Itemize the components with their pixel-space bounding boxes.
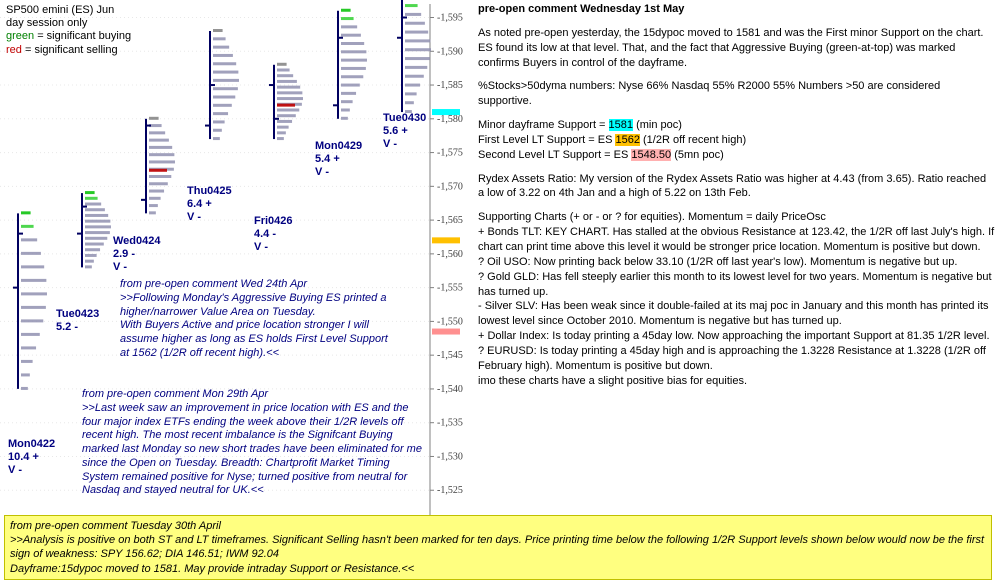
first-level-support: First Level LT Support = ES 1562 (1/2R o… xyxy=(478,133,995,148)
chart-legend: SP500 emini (ES) Jun day session only gr… xyxy=(6,4,131,57)
bar-label: Mon042210.4 +V - xyxy=(8,438,55,478)
svg-text:-1,555: -1,555 xyxy=(437,283,463,294)
supporting-header: Supporting Charts (+ or - or ? for equit… xyxy=(478,210,995,225)
yellow-header: from pre-open comment Tuesday 30th April xyxy=(10,519,986,533)
svg-text:-1,585: -1,585 xyxy=(437,80,463,91)
svg-text:-1,525: -1,525 xyxy=(437,485,463,496)
commentary-panel: pre-open comment Wednesday 1st May As no… xyxy=(478,2,995,397)
svg-text:-1,570: -1,570 xyxy=(437,181,463,192)
second-level-support: Second Level LT Support = ES 1548.50 (5m… xyxy=(478,148,995,163)
annotation-header: from pre-open comment Mon 29th Apr xyxy=(82,388,427,402)
svg-text:-1,595: -1,595 xyxy=(437,13,463,24)
yellow-body: >>Analysis is positive on both ST and LT… xyxy=(10,533,986,576)
legend-line3: green = significant buying xyxy=(6,30,131,43)
dollar-index: + Dollar Index: Is today printing a 45da… xyxy=(478,329,995,344)
bar-label: Thu04256.4 +V - xyxy=(187,185,232,225)
summary: imo these charts have a slight positive … xyxy=(478,374,995,389)
annotation-body: >>Following Monday's Aggressive Buying E… xyxy=(120,292,400,361)
svg-text:-1,530: -1,530 xyxy=(437,451,463,462)
supporting-charts: Supporting Charts (+ or - or ? for equit… xyxy=(478,210,995,388)
svg-text:-1,545: -1,545 xyxy=(437,350,463,361)
gold-gld: ? Gold GLD: Has fell steeply earlier thi… xyxy=(478,270,995,300)
bonds-tlt: + Bonds TLT: KEY CHART. Has stalled at t… xyxy=(478,225,995,255)
commentary-title: pre-open comment Wednesday 1st May xyxy=(478,2,995,17)
commentary-p1: As noted pre-open yesterday, the 15dypoc… xyxy=(478,26,995,71)
bar-label: Wed04242.9 -V - xyxy=(113,235,161,275)
previous-comment-box: from pre-open comment Tuesday 30th April… xyxy=(4,515,992,580)
svg-text:-1,540: -1,540 xyxy=(437,384,463,395)
minor-support: Minor dayframe Support = 1581 (min poc) xyxy=(478,118,995,133)
svg-text:-1,590: -1,590 xyxy=(437,46,463,57)
chart-area: -1,525 -1,530 -1,535 -1,540 -1,545 -1,550 -1,5… xyxy=(0,0,475,530)
eurusd: ? EURUSD: Is today printing a 45day high… xyxy=(478,344,995,374)
svg-text:-1,575: -1,575 xyxy=(437,148,463,159)
rydex-ratio: Rydex Assets Ratio: My version of the Ry… xyxy=(478,172,995,202)
svg-text:-1,560: -1,560 xyxy=(437,249,463,260)
oil-uso: ? Oil USO: Now printing back below 33.10… xyxy=(478,255,995,270)
annotation-body: >>Last week saw an improvement in price … xyxy=(82,402,427,498)
svg-text:-1,535: -1,535 xyxy=(437,418,463,429)
chart-annotation-apr24: from pre-open comment Wed 24th Apr >>Fol… xyxy=(120,278,400,361)
annotation-header: from pre-open comment Wed 24th Apr xyxy=(120,278,400,292)
support-levels: Minor dayframe Support = 1581 (min poc) … xyxy=(478,118,995,163)
silver-slv: - Silver SLV: Has been weak since it dou… xyxy=(478,299,995,329)
svg-text:-1,550: -1,550 xyxy=(437,316,463,327)
commentary-p2: %Stocks>50dyma numbers: Nyse 66% Nasdaq … xyxy=(478,79,995,109)
bar-label: Tue04235.2 - xyxy=(56,308,99,334)
bar-label: Fri04264.4 -V - xyxy=(254,215,293,255)
svg-text:-1,565: -1,565 xyxy=(437,215,463,226)
svg-text:-1,580: -1,580 xyxy=(437,114,463,125)
legend-line2: day session only xyxy=(6,17,131,30)
bar-label: Tue04305.6 +V - xyxy=(383,112,426,152)
bar-label: Mon04295.4 +V - xyxy=(315,140,362,180)
legend-line1: SP500 emini (ES) Jun xyxy=(6,4,131,17)
chart-annotation-apr29: from pre-open comment Mon 29th Apr >>Las… xyxy=(82,388,427,498)
legend-line4: red = significant selling xyxy=(6,44,131,57)
